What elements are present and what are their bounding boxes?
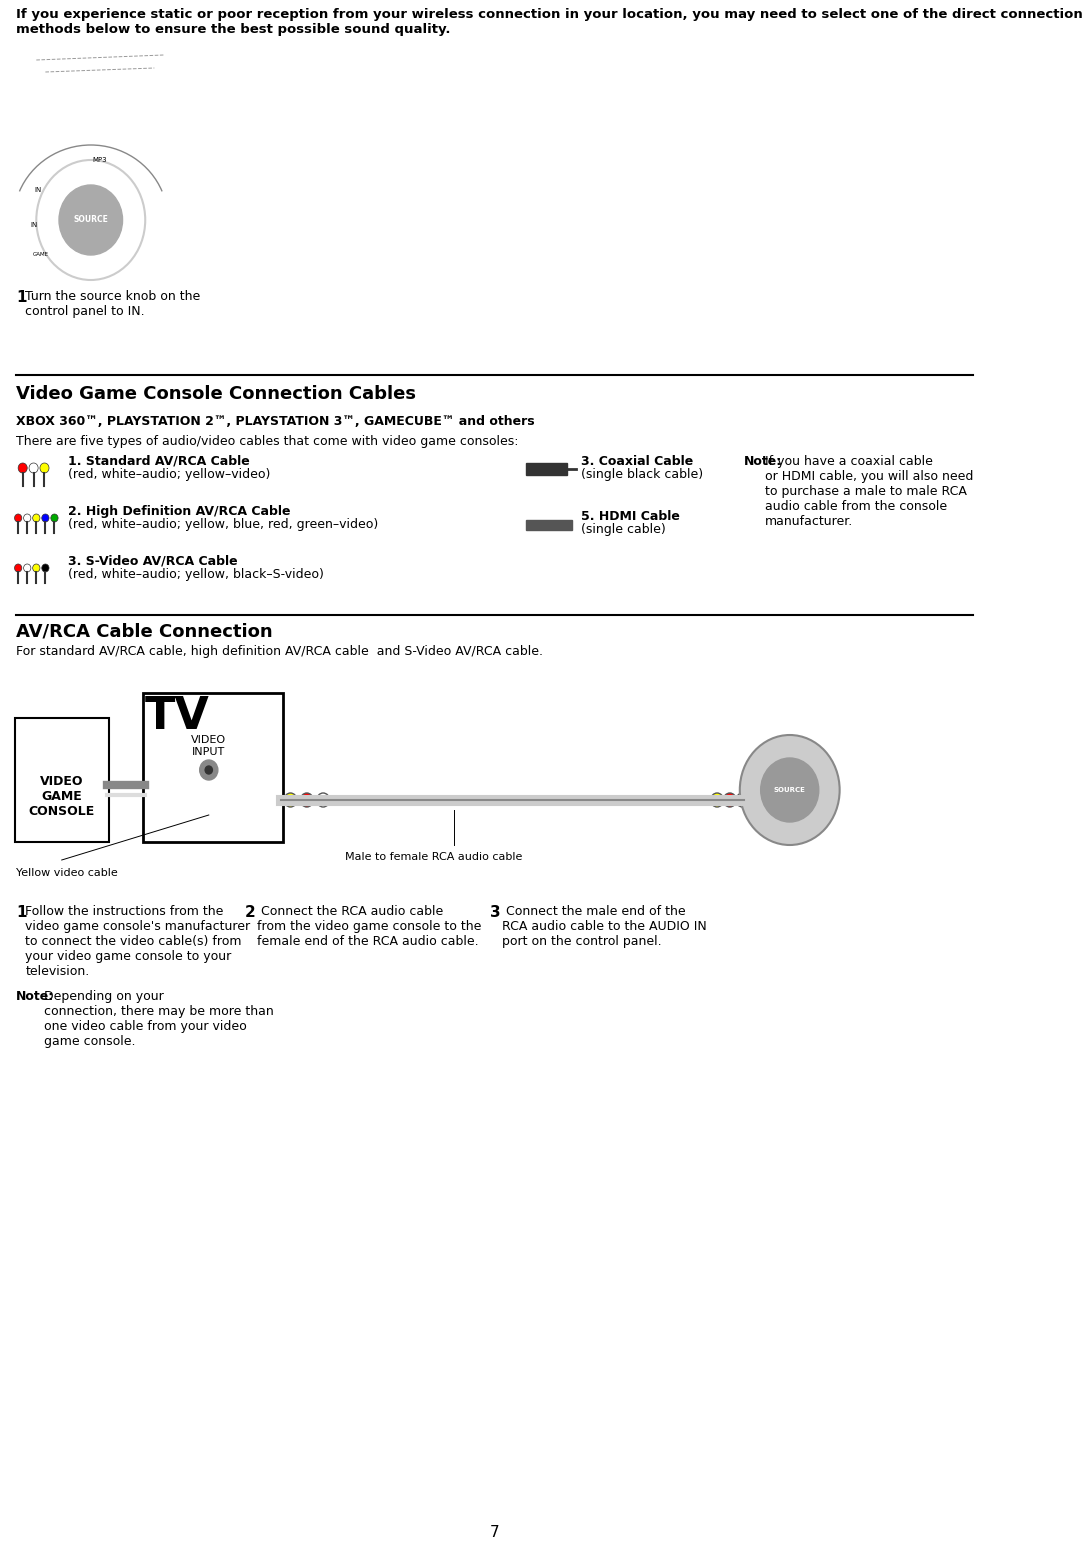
Text: 7: 7 (489, 1525, 499, 1540)
Text: Yellow video cable: Yellow video cable (16, 868, 118, 878)
Circle shape (724, 793, 736, 806)
Text: SOURCE: SOURCE (73, 215, 108, 224)
Circle shape (14, 514, 22, 522)
Circle shape (205, 766, 213, 774)
Circle shape (41, 564, 49, 572)
Bar (526, 521, 572, 530)
Text: Turn the source knob on the
control panel to IN.: Turn the source knob on the control pane… (25, 290, 201, 318)
Circle shape (736, 793, 749, 806)
Circle shape (317, 793, 329, 806)
Text: If you have a coaxial cable
or HDMI cable, you will also need
to purchase a male: If you have a coaxial cable or HDMI cabl… (765, 454, 973, 528)
Text: Note:: Note: (16, 990, 54, 1003)
Text: (red, white–audio; yellow–video): (red, white–audio; yellow–video) (68, 468, 270, 480)
Text: XBOX 360™, PLAYSTATION 2™, PLAYSTATION 3™, GAMECUBE™ and others: XBOX 360™, PLAYSTATION 2™, PLAYSTATION 3… (16, 416, 535, 428)
FancyBboxPatch shape (14, 718, 109, 842)
Text: 1. Standard AV/RCA Cable: 1. Standard AV/RCA Cable (68, 454, 250, 468)
Text: There are five types of audio/video cables that come with video game consoles:: There are five types of audio/video cabl… (16, 436, 519, 448)
Text: IN: IN (35, 187, 41, 193)
Circle shape (59, 185, 122, 255)
Text: AV/RCA Cable Connection: AV/RCA Cable Connection (16, 623, 272, 640)
Circle shape (51, 514, 58, 522)
Circle shape (284, 793, 296, 806)
Text: VIDEO
GAME
CONSOLE: VIDEO GAME CONSOLE (28, 776, 95, 817)
Bar (526, 464, 567, 474)
Circle shape (301, 793, 313, 806)
Circle shape (40, 464, 49, 473)
Text: Connect the male end of the
RCA audio cable to the AUDIO IN
port on the control : Connect the male end of the RCA audio ca… (502, 905, 706, 949)
Text: Male to female RCA audio cable: Male to female RCA audio cable (344, 851, 522, 862)
Text: TV: TV (145, 695, 209, 739)
Text: (red, white–audio; yellow, black–S-video): (red, white–audio; yellow, black–S-video… (68, 569, 324, 581)
Circle shape (761, 759, 819, 822)
Circle shape (33, 514, 40, 522)
Text: Depending on your
connection, there may be more than
one video cable from your v: Depending on your connection, there may … (44, 990, 274, 1048)
Text: 2: 2 (245, 905, 256, 919)
Text: Video Game Console Connection Cables: Video Game Console Connection Cables (16, 385, 416, 403)
Text: IN: IN (31, 222, 38, 229)
Text: 2. High Definition AV/RCA Cable: 2. High Definition AV/RCA Cable (68, 505, 291, 518)
Text: Connect the RCA audio cable
from the video game console to the
female end of the: Connect the RCA audio cable from the vid… (257, 905, 482, 949)
Circle shape (41, 514, 49, 522)
Text: MP3: MP3 (93, 158, 107, 164)
Circle shape (711, 793, 724, 806)
Text: 5. HDMI Cable: 5. HDMI Cable (581, 510, 680, 524)
FancyBboxPatch shape (144, 694, 283, 842)
Text: If you experience static or poor reception from your wireless connection in your: If you experience static or poor recepti… (16, 8, 1083, 36)
Text: Follow the instructions from the
video game console's manufacturer
to connect th: Follow the instructions from the video g… (25, 905, 251, 978)
Text: SOURCE: SOURCE (774, 786, 806, 793)
Text: (single black cable): (single black cable) (581, 468, 703, 480)
Circle shape (14, 564, 22, 572)
Text: 3. S-Video AV/RCA Cable: 3. S-Video AV/RCA Cable (68, 555, 238, 569)
Circle shape (29, 464, 38, 473)
Circle shape (24, 514, 31, 522)
Text: 1: 1 (16, 905, 27, 919)
Circle shape (199, 760, 218, 780)
Text: For standard AV/RCA cable, high definition AV/RCA cable  and S-Video AV/RCA cabl: For standard AV/RCA cable, high definiti… (16, 644, 543, 658)
Circle shape (19, 464, 27, 473)
Text: GAME: GAME (33, 252, 49, 258)
Text: (red, white–audio; yellow, blue, red, green–video): (red, white–audio; yellow, blue, red, gr… (68, 518, 378, 531)
Circle shape (24, 564, 31, 572)
Circle shape (33, 564, 40, 572)
Text: 3. Coaxial Cable: 3. Coaxial Cable (581, 454, 693, 468)
Circle shape (740, 735, 839, 845)
Text: (single cable): (single cable) (581, 524, 666, 536)
Text: VIDEO
INPUT: VIDEO INPUT (191, 735, 227, 757)
Text: 3: 3 (490, 905, 500, 919)
Text: 1: 1 (16, 290, 27, 304)
Text: Note:: Note: (744, 454, 783, 468)
